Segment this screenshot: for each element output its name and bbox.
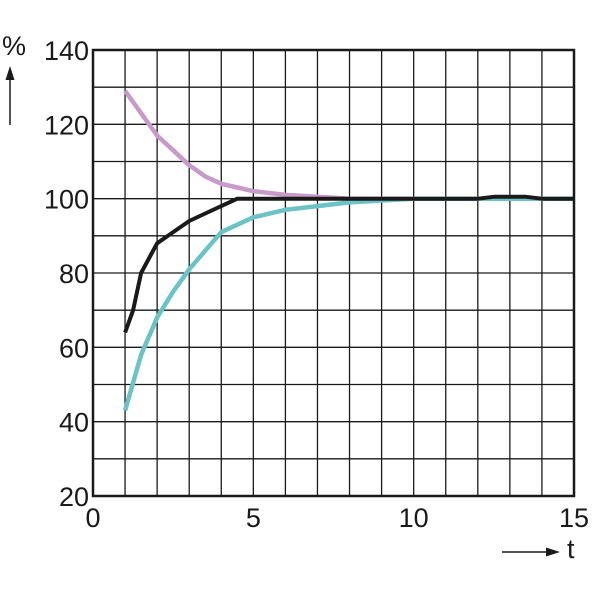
series-line-3 <box>123 194 574 334</box>
grid <box>93 50 574 496</box>
tick-labels: 20 40 60 80 100 120 140 0 5 10 15 <box>44 36 589 533</box>
y-tick-label: 40 <box>59 408 89 438</box>
x-axis-label: t <box>567 534 575 564</box>
y-tick-label: 100 <box>44 185 89 215</box>
y-tick-label: 120 <box>44 110 89 140</box>
plot-frame <box>91 48 576 498</box>
y-tick-label: 20 <box>59 482 89 512</box>
x-tick-label: 0 <box>85 503 100 533</box>
x-tick-label: 15 <box>559 503 589 533</box>
y-axis-label: % <box>2 31 26 61</box>
series-lines <box>122 89 574 412</box>
y-tick-label: 80 <box>59 259 89 289</box>
y-tick-label: 60 <box>59 333 89 363</box>
x-axis-arrow <box>502 547 560 557</box>
x-tick-label: 10 <box>399 503 429 533</box>
x-tick-label: 5 <box>246 503 261 533</box>
y-tick-label: 140 <box>44 36 89 66</box>
y-axis-arrow <box>5 66 15 125</box>
